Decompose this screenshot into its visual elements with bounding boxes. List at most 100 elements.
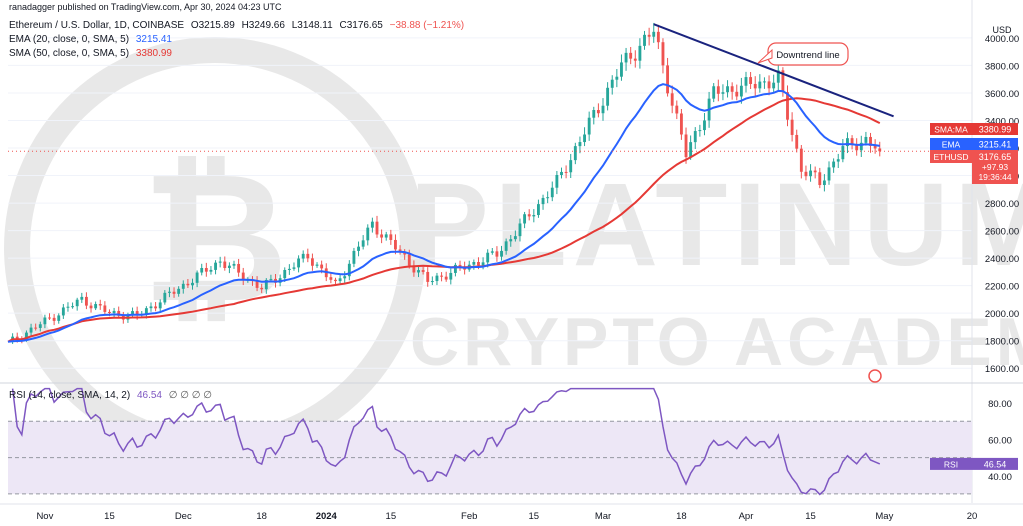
candle <box>790 119 794 135</box>
candle <box>98 304 102 306</box>
eth-badge-time: 19:36:44 <box>978 172 1011 182</box>
candle <box>739 85 743 97</box>
candle <box>767 81 771 89</box>
callout-pointer <box>757 48 773 64</box>
candle <box>601 105 605 114</box>
candle <box>103 305 107 312</box>
candle <box>693 131 697 143</box>
candle <box>361 240 365 247</box>
candle <box>310 258 314 266</box>
candle <box>643 34 646 46</box>
candle <box>809 170 812 177</box>
candle <box>744 77 748 86</box>
candle <box>624 52 628 63</box>
ema-badge-value: 3215.41 <box>979 140 1012 150</box>
candle <box>684 134 688 158</box>
candle <box>546 197 550 199</box>
time-tick-label: Nov <box>36 511 53 522</box>
candle <box>131 311 134 315</box>
candle <box>417 270 420 273</box>
ema-badge-label-bg <box>930 138 972 150</box>
candle <box>629 52 633 59</box>
rsi-tick-label: 60.00 <box>988 435 1012 446</box>
candle <box>380 234 384 238</box>
candle <box>513 236 517 240</box>
candle <box>638 45 642 61</box>
candle <box>689 142 693 158</box>
candle <box>204 267 208 272</box>
candle <box>264 279 268 290</box>
candle <box>347 263 351 277</box>
candle <box>108 311 111 313</box>
rsi-value: 46.54 <box>136 390 162 401</box>
eth-badge-label: ETHUSD <box>934 152 969 162</box>
sma-badge-label: SMA:MA <box>934 125 968 135</box>
candle <box>149 306 153 309</box>
candle <box>822 180 826 186</box>
candle <box>200 267 204 273</box>
candle <box>430 281 434 283</box>
candle <box>477 262 480 266</box>
candle <box>490 251 494 253</box>
candle <box>795 134 799 149</box>
time-tick-label: 18 <box>256 511 267 522</box>
time-tick-label: 15 <box>386 511 397 522</box>
candle <box>237 263 241 273</box>
candle <box>776 70 780 83</box>
ema-label: EMA (20, close, 0, SMA, 5) <box>9 34 130 45</box>
candle <box>846 138 849 147</box>
time-tick-label: 20 <box>967 511 978 522</box>
candle <box>394 239 397 250</box>
candle <box>772 82 776 89</box>
candle <box>444 276 448 280</box>
candle <box>813 170 817 173</box>
candle <box>232 263 236 266</box>
downtrend-line[interactable] <box>653 23 894 118</box>
candle <box>329 277 333 280</box>
time-tick-label: 15 <box>529 511 540 522</box>
candle <box>573 146 577 161</box>
price-tick-label: 4000.00 <box>985 34 1019 45</box>
candle <box>343 276 347 279</box>
time-tick-label: 15 <box>104 511 115 522</box>
price-tick-label: 1600.00 <box>985 364 1019 375</box>
candle <box>703 120 706 131</box>
rsi-tick-label: 80.00 <box>988 399 1012 410</box>
candle <box>43 317 47 325</box>
candle <box>661 42 665 66</box>
candle <box>306 253 310 259</box>
candle <box>855 144 859 151</box>
time-tick-label: 15 <box>805 511 816 522</box>
candle <box>509 239 513 242</box>
candle <box>163 292 167 303</box>
legend-rsi: RSI (14, close, SMA, 14, 2) 46.54 ∅ ∅ ∅ … <box>9 390 212 401</box>
candle <box>144 308 148 315</box>
candle <box>832 161 836 168</box>
candle <box>320 264 324 269</box>
eth-badge-value-bg <box>972 150 1018 184</box>
price-tick-label: 3800.00 <box>985 61 1019 72</box>
downtrend-callout: Downtrend line <box>757 42 849 66</box>
rsi-badge-value-bg <box>972 457 1018 470</box>
candle <box>389 234 393 240</box>
candle <box>214 262 217 270</box>
rsi-label: RSI (14, close, SMA, 14, 2) <box>9 390 131 401</box>
candle <box>836 159 840 162</box>
candle <box>241 272 245 281</box>
candle <box>287 268 291 270</box>
candle <box>578 142 582 147</box>
candle <box>716 86 720 94</box>
candle <box>818 172 822 186</box>
candle <box>679 113 683 135</box>
candle <box>721 92 725 94</box>
time-tick-label: 18 <box>676 511 687 522</box>
candle <box>421 270 425 272</box>
price-tick-label: 2600.00 <box>985 227 1019 238</box>
rsi-band <box>8 421 972 494</box>
candle <box>48 317 51 319</box>
candle <box>117 310 121 316</box>
candle <box>255 281 259 288</box>
ohlc-high: H3249.66 <box>241 20 285 31</box>
